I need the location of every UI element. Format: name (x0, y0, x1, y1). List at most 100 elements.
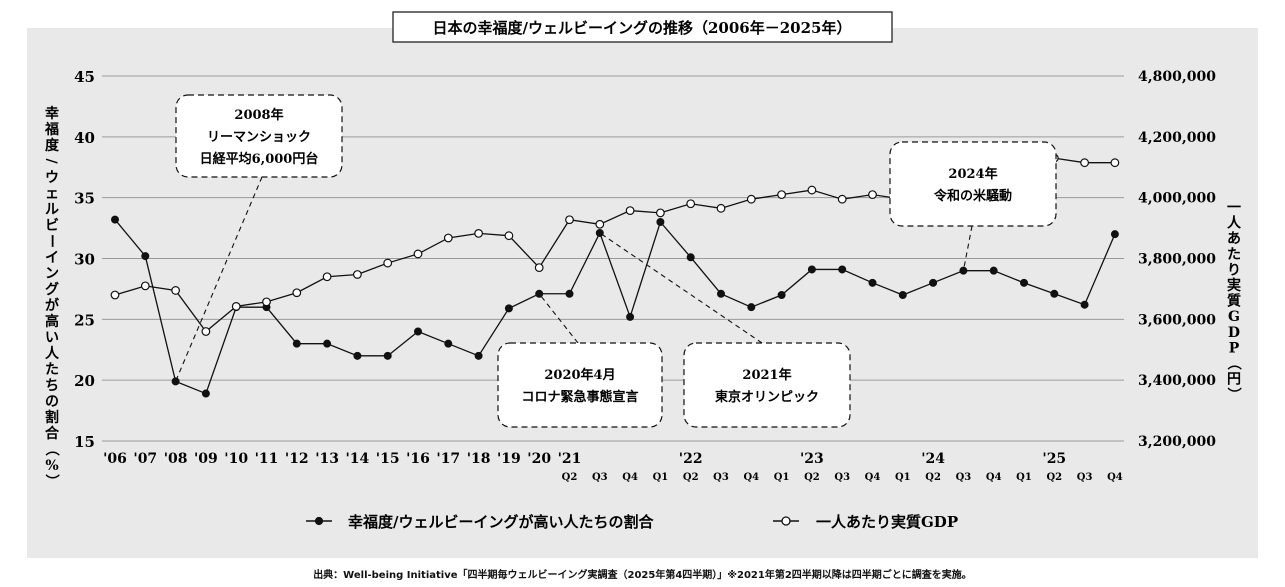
legend-label: 幸福度/ウェルビーイングが高い人たちの割合 (348, 513, 654, 531)
y-left-label-char: ウ (45, 170, 59, 186)
y-right-tick-label: 3,400,000 (1138, 373, 1216, 389)
y-left-label-char: ビ (45, 218, 59, 234)
annotation-leader (599, 232, 763, 344)
x-quarter-label: Q2 (804, 472, 820, 483)
annotation-text: 2008年 (234, 107, 283, 123)
happiness-point (989, 266, 998, 275)
y-right-tick-label: 4,200,000 (1138, 130, 1216, 146)
gdp-point (686, 199, 696, 209)
x-tick-label: '08 (164, 451, 188, 467)
y-left-tick-label: 35 (74, 190, 95, 208)
gdp-point (231, 302, 241, 311)
y-left-label-char: % (45, 458, 58, 474)
title-box (392, 11, 893, 43)
y-right-label-char: （ (1225, 356, 1241, 370)
y-right-tick-label: 3,200,000 (1138, 434, 1216, 450)
series-line (114, 219, 1116, 395)
annotation-box (497, 342, 663, 428)
happiness-point (414, 327, 423, 336)
y-right-label-char: あ (1227, 231, 1241, 247)
happiness-point (292, 339, 301, 348)
x-quarter-label: Q4 (622, 472, 638, 483)
x-quarter-label: Q4 (743, 472, 759, 483)
happiness-point (323, 339, 332, 348)
gdp-point (110, 290, 120, 300)
legend-marker-filled (314, 516, 324, 526)
x-quarter-label: Q3 (1077, 472, 1093, 483)
annotation-leader (175, 176, 263, 382)
happiness-point (474, 351, 483, 360)
y-left-label-char: 合 (45, 425, 60, 442)
x-tick-label: '06 (103, 451, 127, 467)
chart-title: 日本の幸福度/ウェルビーイングの推移（2006年－2025年） (433, 19, 852, 37)
happiness-point (747, 303, 756, 312)
annotation-leader (538, 293, 579, 344)
x-quarter-label: Q4 (986, 472, 1002, 483)
x-tick-label: '10 (224, 451, 248, 467)
y-left-tick-label: 20 (74, 372, 95, 390)
x-tick-label: '23 (800, 451, 824, 467)
annotation-text: 2020年4月 (544, 367, 615, 383)
y-axis-labels: 幸福度/ウェルビーイングが高い人たちの割合（%）一人あたり実質GDP（円） (43, 105, 1242, 488)
annotation-box (889, 141, 1057, 227)
happiness-point (959, 266, 968, 275)
x-tick-label: '07 (133, 451, 157, 467)
x-tick-label: '16 (406, 451, 430, 467)
gdp-point (565, 215, 574, 225)
happiness-point (1019, 278, 1028, 287)
y-left-label-char: が (45, 297, 60, 314)
x-tick-label: '22 (679, 451, 703, 467)
x-tick-label: '11 (255, 451, 279, 467)
happiness-point (807, 265, 816, 274)
gdp-point (292, 288, 302, 298)
y-right-tick-labels: 4,800,000 4,200,000 4,000,000 3,800,000 3,60… (1138, 69, 1216, 450)
y-right-label-char: た (1227, 247, 1241, 263)
happiness-point (777, 291, 786, 300)
y-left-label-char: ン (45, 266, 59, 282)
x-tick-label: '21 (558, 451, 582, 467)
y-right-label-char: ） (1225, 387, 1241, 401)
gdp-point (807, 185, 817, 195)
x-quarter-label: Q4 (865, 472, 881, 483)
y-left-tick-label: 30 (74, 251, 95, 269)
y-left-label-char: の (45, 394, 59, 410)
happiness-point (686, 253, 695, 262)
y-right-label-char: 実 (1227, 277, 1241, 294)
source-note: 出典：Well-being Initiative「四半期毎ウェルビーイング実調査… (313, 570, 972, 581)
annotation-text: 2021年 (742, 367, 791, 383)
happiness-point (383, 351, 392, 360)
happiness-point (1050, 289, 1059, 298)
y-right-tick-label: 4,800,000 (1138, 69, 1216, 85)
gdp-point (140, 281, 150, 291)
legend: 幸福度/ウェルビーイングが高い人たちの割合 一人あたり実質GDP (306, 513, 958, 531)
annotation-text: 令和の米騒動 (934, 188, 1012, 204)
y-right-label-char: D (1228, 325, 1240, 341)
x-quarter-label: Q3 (713, 472, 729, 483)
happiness-point (504, 304, 513, 313)
x-quarter-label: Q1 (895, 472, 911, 483)
annotation-text: 東京オリンピック (715, 389, 819, 405)
happiness-point (201, 389, 210, 398)
y-left-label-char: 福 (44, 121, 59, 138)
gdp-point (171, 286, 181, 295)
gdp-point (777, 190, 786, 200)
annotation-text: 2024年 (948, 166, 997, 182)
gdp-point (1080, 158, 1089, 168)
y-left-label-char: 度 (45, 137, 60, 154)
annotation-text: コロナ緊急事態宣言 (521, 389, 638, 405)
y-right-label-char: 質 (1227, 293, 1241, 310)
gdp-point (413, 249, 423, 259)
y-left-tick-label: 40 (74, 129, 95, 147)
happiness-point (353, 351, 362, 360)
happiness-point (898, 291, 907, 300)
happiness-point (110, 215, 119, 224)
y-left-label-char: た (45, 362, 59, 378)
x-tick-label: '24 (921, 451, 945, 467)
gdp-point (746, 194, 756, 204)
gdp-point (625, 206, 635, 215)
happiness-point (141, 252, 150, 261)
x-tick-label: '17 (436, 451, 460, 467)
x-tick-label: '13 (315, 451, 339, 467)
x-quarter-label: Q3 (834, 472, 850, 483)
